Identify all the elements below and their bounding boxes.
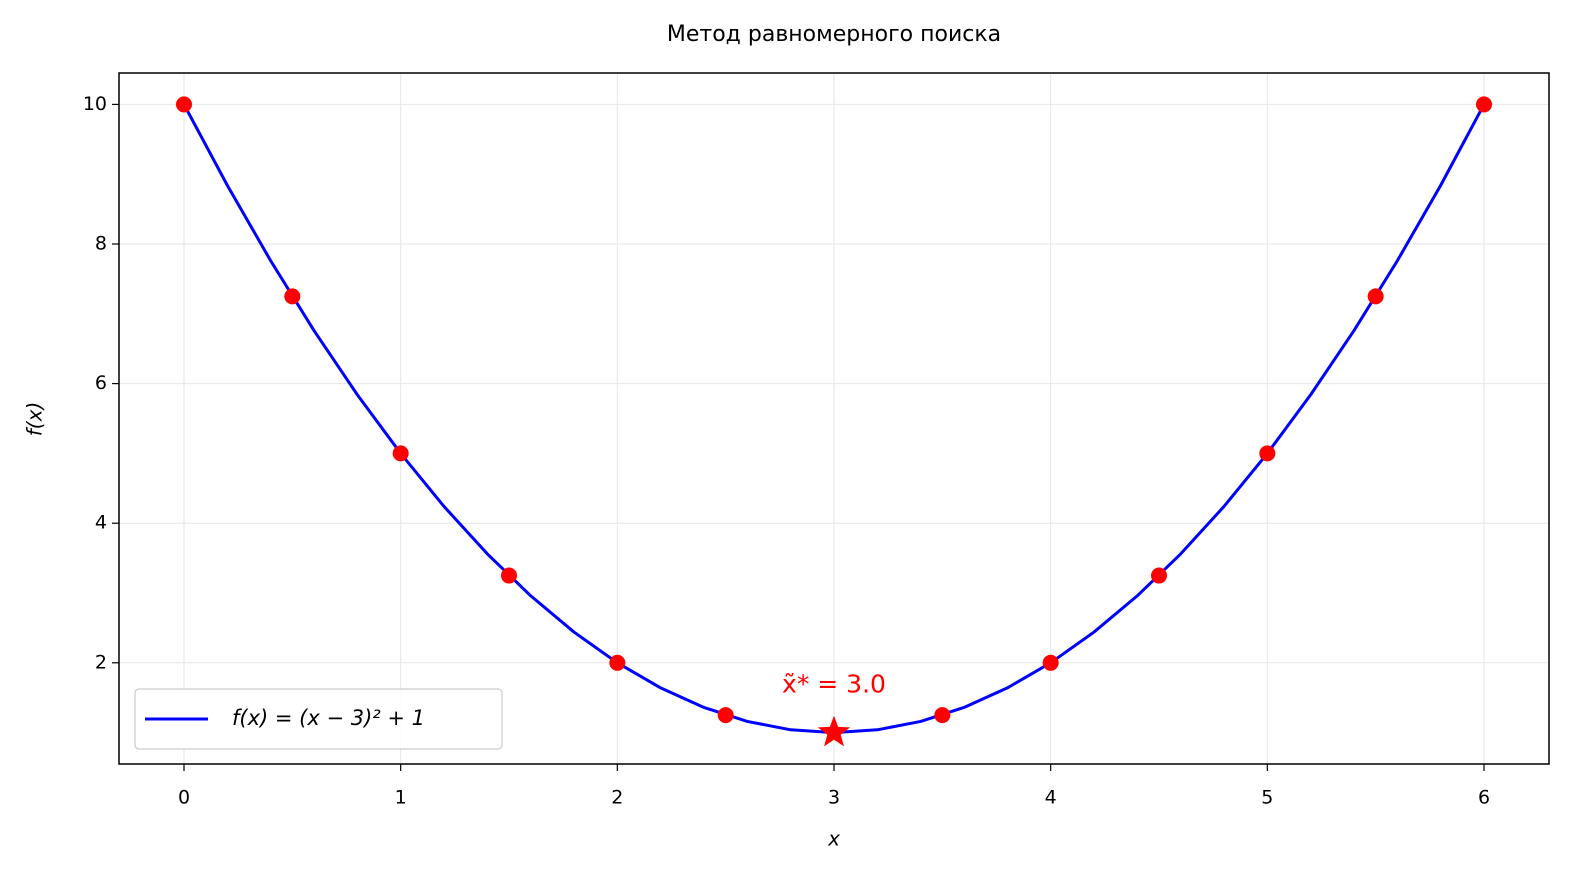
search-point [717,707,734,724]
legend-box [134,688,503,750]
x-axis-label: x [827,827,840,851]
search-point [1367,288,1384,305]
x-tick-label: 3 [828,787,840,809]
chart-title: Метод равномерного поиска [667,22,1001,47]
search-point [392,445,409,462]
x-tick-label: 6 [1478,787,1490,809]
y-tick-label: 8 [95,233,107,255]
search-point [176,96,192,113]
minimum-star [817,715,851,747]
x-tick-label: 0 [178,787,190,809]
axes-frame [118,72,1550,765]
search-point [934,707,951,724]
y-axis-label: f(x) [23,402,47,436]
search-point [284,288,301,305]
x-tick-label: 5 [1261,787,1273,809]
x-tick-label: 1 [395,787,407,809]
x-tick-label: 2 [611,787,623,809]
y-tick-label: 10 [83,93,107,115]
legend-label: f(x) = (x − 3)² + 1 [232,706,425,730]
search-point [609,654,626,671]
search-point [1476,96,1492,113]
search-point [501,567,517,584]
y-tick-label: 6 [95,372,107,394]
x-tick-label: 4 [1045,787,1057,809]
search-point [1259,445,1276,462]
y-tick-label: 4 [95,512,107,534]
minimum-annotation: x̃* = 3.0 [782,670,886,699]
search-point [1151,567,1167,584]
y-tick-label: 2 [95,651,107,673]
search-point [1042,654,1059,671]
